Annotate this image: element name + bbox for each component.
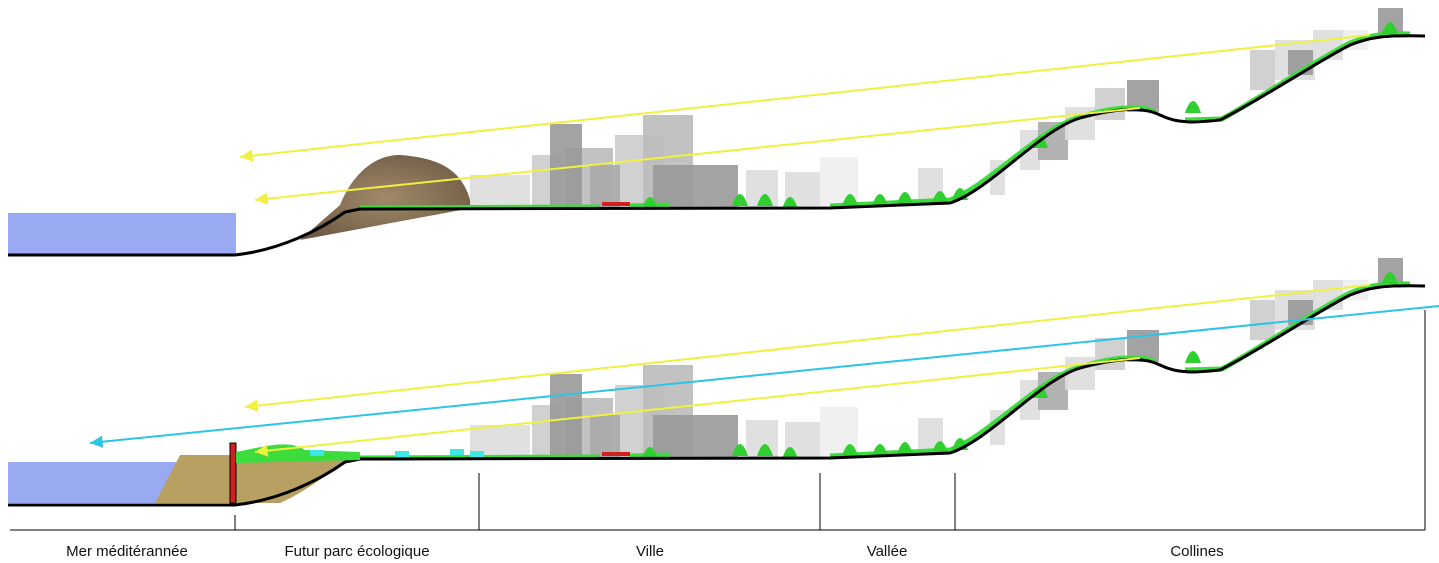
water-feature (470, 451, 484, 457)
building (590, 165, 620, 207)
tree (872, 194, 888, 206)
sightline (89, 305, 1439, 444)
road (602, 452, 630, 456)
building (653, 165, 738, 207)
building (590, 415, 620, 457)
road (602, 202, 630, 206)
tree (1382, 272, 1398, 284)
arrow-head (240, 149, 254, 162)
building (1250, 50, 1275, 90)
building (550, 374, 582, 457)
tree (642, 197, 658, 209)
buildings (8, 258, 1426, 507)
tree (932, 441, 948, 453)
arrow-head (255, 192, 269, 205)
arrow-head (90, 435, 104, 448)
tree (1382, 22, 1398, 34)
tree (757, 444, 773, 456)
sightline (244, 284, 1371, 408)
future-profile (8, 258, 1426, 507)
region-label: Ville (636, 543, 664, 560)
park-fill (155, 455, 360, 503)
tree (932, 191, 948, 203)
tree (732, 194, 748, 206)
sea (8, 213, 236, 255)
sightline (254, 357, 1141, 453)
building (550, 124, 582, 207)
sightline (254, 107, 1141, 201)
ground-line (8, 34, 1426, 257)
current-profile (8, 8, 1426, 257)
water-feature (450, 449, 464, 455)
tree (642, 447, 658, 459)
building (470, 175, 530, 207)
building (1095, 338, 1125, 370)
sightline (239, 34, 1371, 158)
sea-wall (229, 442, 237, 504)
sea (8, 462, 176, 503)
building (1250, 300, 1275, 340)
water-feature (310, 450, 324, 456)
water-feature (395, 451, 409, 457)
tree (842, 444, 858, 456)
arrow-head (245, 399, 259, 412)
region-label: Mer méditérannée (66, 543, 188, 560)
tree (897, 442, 913, 454)
tree (1185, 351, 1201, 363)
tree (757, 194, 773, 206)
region-label: Vallée (867, 543, 908, 560)
tree (732, 444, 748, 456)
ground-line (8, 284, 1426, 507)
rock-pile (300, 155, 472, 240)
tree (1185, 101, 1201, 113)
region-label: Collines (1170, 543, 1223, 560)
buildings (8, 8, 1426, 257)
building (1095, 88, 1125, 120)
tree (872, 444, 888, 456)
tree (782, 197, 798, 209)
arrow-head (255, 444, 269, 457)
building (653, 415, 738, 457)
tree (782, 447, 798, 459)
tree (897, 192, 913, 204)
tree (842, 194, 858, 206)
region-label: Futur parc écologique (284, 543, 429, 560)
axis (10, 310, 1426, 531)
